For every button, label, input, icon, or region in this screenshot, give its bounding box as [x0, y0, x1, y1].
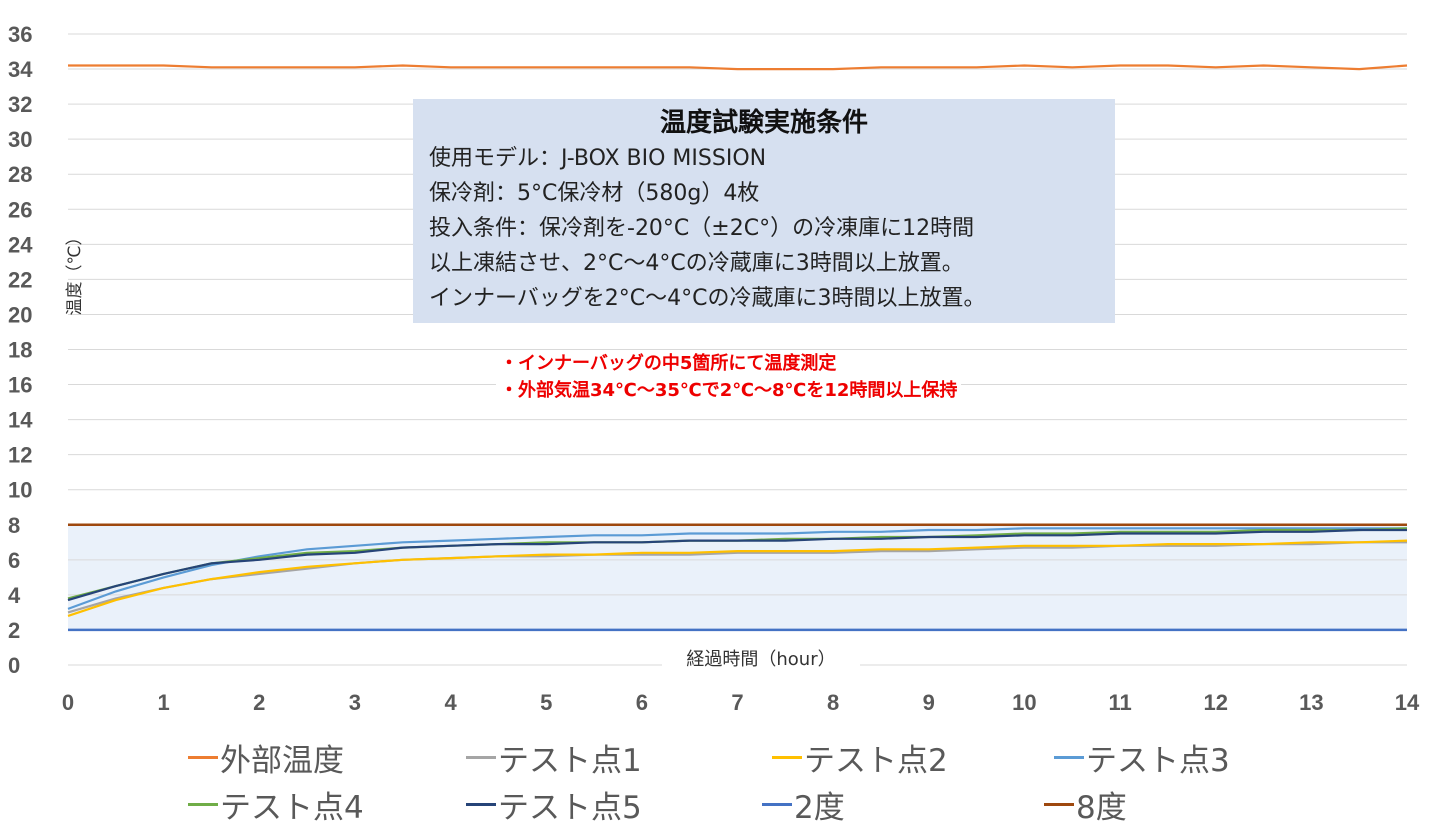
test-conditions-title: 温度試験実施条件 — [659, 108, 868, 138]
y-tick-label: 0 — [8, 653, 20, 678]
result-notes: ・インナーバッグの中5箇所にて温度測定 ・外部気温34℃～35℃で2℃～8℃を1… — [496, 350, 962, 404]
x-tick-label: 13 — [1299, 690, 1323, 715]
legend-entry: テスト点1 — [466, 735, 642, 780]
x-axis-label-bg — [662, 643, 860, 673]
condition-line: 以上凍結させ、2°C～4°Cの冷蔵庫に3時間以上放置。 — [429, 251, 964, 276]
legend-entry: テスト点5 — [466, 782, 642, 827]
legend-swatch — [188, 803, 218, 806]
note-line: ・外部気温34℃～35℃で2℃～8℃を12時間以上保持 — [500, 380, 958, 401]
x-tick-label: 14 — [1395, 690, 1420, 715]
legend-label: テスト点4 — [220, 790, 364, 826]
legend-swatch — [1044, 803, 1074, 806]
condition-line: 使用モデル：J-BOX BIO MISSION — [429, 146, 767, 171]
series-line — [68, 64, 1408, 71]
x-axis-ticks: 0 1 2 3 4 5 6 7 8 9 10 11 12 13 14 — [62, 690, 1420, 715]
series-line — [67, 528, 1407, 602]
condition-line: 保冷剤：5°C保冷材（580g）4枚 — [429, 181, 760, 206]
legend-entry: テスト点2 — [772, 735, 948, 780]
y-tick-label: 34 — [8, 57, 33, 82]
y-tick-label: 2 — [8, 618, 20, 643]
legend-entry: テスト点4 — [188, 782, 364, 827]
condition-line: インナーバッグを2°C～4°Cの冷蔵庫に3時間以上放置。 — [429, 286, 986, 311]
x-axis-label: 経過時間（hour） — [686, 649, 835, 670]
legend-label: テスト点2 — [804, 743, 948, 779]
legend-swatch — [466, 803, 496, 806]
legend-entry: 8度 — [1044, 782, 1127, 827]
legend-label: 2度 — [794, 790, 845, 826]
legend-label: テスト点3 — [1086, 743, 1230, 779]
x-tick-label: 7 — [731, 690, 743, 715]
y-tick-label: 22 — [8, 267, 32, 292]
legend-label: テスト点1 — [498, 743, 642, 779]
condition-line: 投入条件：保冷剤を-20°C（±2C°）の冷凍庫に12時間 — [429, 216, 975, 241]
legend-swatch — [188, 756, 218, 759]
note-line: ・インナーバッグの中5箇所にて温度測定 — [500, 353, 837, 374]
x-tick-label: 11 — [1108, 690, 1131, 715]
test-conditions-box: 温度試験実施条件 使用モデル：J-BOX BIO MISSION 保冷剤：5°C… — [413, 99, 1115, 323]
y-tick-label: 4 — [8, 583, 21, 608]
series-line — [67, 539, 1408, 617]
y-tick-label: 10 — [8, 478, 32, 503]
y-tick-label: 18 — [8, 338, 32, 363]
y-tick-label: 26 — [8, 197, 32, 222]
legend-label: テスト点5 — [498, 790, 642, 826]
y-tick-label: 32 — [8, 92, 32, 117]
y-tick-label: 16 — [8, 373, 32, 398]
legend-swatch — [772, 756, 802, 759]
x-tick-label: 6 — [636, 690, 648, 715]
x-tick-label: 0 — [62, 690, 74, 715]
x-tick-label: 1 — [158, 690, 170, 715]
legend-swatch — [1054, 756, 1084, 759]
target-band — [68, 524, 1407, 630]
x-tick-label: 2 — [253, 690, 265, 715]
legend-entry: 2度 — [762, 782, 845, 827]
series-lines — [67, 64, 1408, 632]
legend: 外部温度 テスト点1 テスト点2 テスト点3 テスト点4 テスト点5 2度 8度 — [188, 731, 1388, 831]
x-tick-label: 4 — [444, 690, 457, 715]
y-tick-label: 12 — [8, 443, 32, 468]
y-tick-label: 6 — [8, 548, 20, 573]
legend-label: 8度 — [1076, 790, 1127, 826]
legend-swatch — [466, 756, 496, 759]
series-line — [67, 527, 1407, 610]
y-tick-label: 8 — [8, 513, 20, 538]
series-line — [67, 541, 1407, 614]
y-tick-label: 14 — [8, 408, 33, 433]
x-tick-label: 8 — [827, 690, 839, 715]
legend-swatch — [762, 803, 792, 806]
legend-label: 外部温度 — [220, 743, 344, 779]
y-tick-label: 20 — [8, 302, 32, 327]
legend-entry: 外部温度 — [188, 735, 344, 780]
y-axis-label: 温度（℃） — [65, 228, 85, 315]
y-tick-label: 30 — [8, 127, 32, 152]
legend-entry: テスト点3 — [1054, 735, 1230, 780]
x-tick-label: 3 — [349, 690, 361, 715]
x-tick-label: 10 — [1012, 690, 1036, 715]
x-tick-label: 5 — [540, 690, 552, 715]
y-tick-label: 24 — [8, 232, 33, 257]
y-tick-label: 36 — [8, 22, 32, 47]
x-tick-label: 12 — [1203, 690, 1227, 715]
x-tick-label: 9 — [923, 690, 935, 715]
y-tick-label: 28 — [8, 162, 32, 187]
